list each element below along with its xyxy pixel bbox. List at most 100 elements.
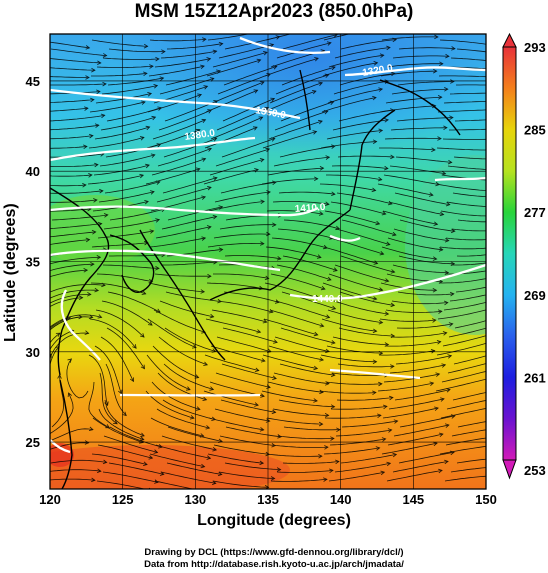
streamline bbox=[50, 184, 86, 187]
streamline-arrowhead bbox=[320, 285, 326, 291]
streamline-arrowhead bbox=[151, 115, 157, 121]
streamline bbox=[435, 378, 486, 392]
streamline-arrowhead bbox=[434, 406, 439, 411]
streamline bbox=[336, 192, 392, 205]
streamline bbox=[50, 330, 74, 351]
streamline-arrowhead bbox=[433, 221, 439, 226]
streamline bbox=[50, 174, 92, 177]
streamline-arrowhead bbox=[259, 427, 265, 432]
streamline-arrowhead bbox=[96, 255, 102, 260]
streamline-arrowhead bbox=[91, 67, 96, 73]
streamline bbox=[387, 433, 443, 446]
streamline-arrowhead bbox=[94, 162, 99, 168]
streamline bbox=[205, 318, 261, 333]
streamline-arrowhead bbox=[258, 116, 264, 121]
streamline-arrowhead bbox=[443, 125, 448, 131]
streamline bbox=[95, 309, 145, 338]
streamline bbox=[217, 300, 273, 313]
streamline bbox=[203, 169, 259, 185]
streamline bbox=[324, 210, 380, 225]
streamline-arrowhead bbox=[265, 147, 271, 153]
streamline bbox=[50, 146, 87, 149]
streamline-arrowhead bbox=[260, 199, 265, 205]
streamline-arrowhead bbox=[90, 261, 95, 267]
streamline-arrowhead bbox=[155, 180, 161, 185]
streamline bbox=[89, 101, 146, 113]
streamline bbox=[337, 155, 395, 158]
streamline bbox=[322, 62, 378, 77]
streamline bbox=[213, 444, 270, 455]
streamline-arrowhead bbox=[140, 432, 145, 437]
streamline-arrowhead bbox=[122, 411, 127, 417]
streamline-arrowhead bbox=[155, 266, 160, 271]
streamline bbox=[275, 74, 329, 95]
streamline bbox=[377, 183, 433, 196]
streamline bbox=[50, 284, 106, 293]
streamline bbox=[218, 471, 275, 479]
contour-label: 1350.0 bbox=[254, 105, 286, 121]
streamline-arrowhead bbox=[96, 468, 102, 473]
streamline bbox=[276, 42, 331, 59]
streamline-arrowhead bbox=[264, 275, 270, 281]
streamline bbox=[91, 73, 147, 77]
streamline bbox=[263, 318, 318, 336]
streamline bbox=[106, 107, 162, 122]
streamline-arrowhead bbox=[437, 136, 442, 141]
streamline-arrowhead bbox=[272, 180, 277, 186]
streamline bbox=[262, 131, 317, 149]
streamline bbox=[382, 407, 439, 419]
streamline-arrowhead bbox=[329, 468, 334, 474]
streamline-arrowhead bbox=[333, 267, 338, 272]
streamline bbox=[277, 435, 334, 440]
streamline-arrowhead bbox=[212, 176, 218, 181]
streamline bbox=[206, 59, 261, 77]
streamline-arrowhead bbox=[202, 37, 207, 42]
streamline-arrowhead bbox=[375, 220, 381, 226]
streamline bbox=[146, 354, 191, 391]
streamline bbox=[214, 191, 271, 203]
streamline bbox=[214, 408, 270, 422]
streamline bbox=[270, 273, 326, 290]
streamline bbox=[154, 273, 211, 277]
streamline bbox=[330, 201, 386, 215]
streamline bbox=[390, 332, 447, 338]
streamline bbox=[102, 264, 159, 269]
streamline bbox=[266, 417, 323, 425]
streamline bbox=[390, 127, 447, 131]
streamline bbox=[271, 237, 328, 249]
streamline bbox=[340, 454, 397, 464]
streamline bbox=[340, 39, 397, 50]
streamline-arrowhead bbox=[386, 461, 392, 467]
streamline-arrowhead bbox=[83, 268, 89, 273]
colorbar-label: 277 bbox=[524, 205, 546, 220]
y-tick-label: 25 bbox=[26, 435, 40, 450]
streamline-arrowhead bbox=[377, 413, 382, 419]
streamline bbox=[96, 273, 153, 283]
streamline bbox=[155, 226, 211, 239]
streamline bbox=[156, 186, 212, 203]
streamline-arrowhead bbox=[373, 61, 379, 66]
streamline bbox=[334, 47, 391, 59]
streamline bbox=[449, 294, 486, 302]
streamline-arrowhead bbox=[142, 461, 148, 466]
streamline bbox=[165, 70, 221, 86]
streamline-arrowhead bbox=[93, 198, 98, 203]
streamline bbox=[50, 58, 101, 64]
streamline bbox=[102, 471, 159, 483]
streamline bbox=[378, 350, 435, 356]
streamline bbox=[436, 147, 486, 151]
streamline-arrowhead bbox=[256, 58, 262, 64]
streamline bbox=[277, 228, 334, 239]
streamline-arrowhead bbox=[84, 106, 89, 111]
streamline bbox=[379, 147, 436, 151]
contour-label: 1380.0 bbox=[184, 128, 216, 143]
streamline bbox=[50, 428, 93, 442]
streamline-arrowhead bbox=[262, 319, 268, 324]
streamline-arrowhead bbox=[431, 147, 436, 152]
streamline-arrowhead bbox=[330, 436, 335, 441]
streamline bbox=[161, 435, 217, 451]
streamline bbox=[148, 65, 205, 77]
streamline bbox=[88, 381, 110, 429]
colorbar-label: 269 bbox=[524, 288, 546, 303]
streamline bbox=[332, 119, 389, 131]
